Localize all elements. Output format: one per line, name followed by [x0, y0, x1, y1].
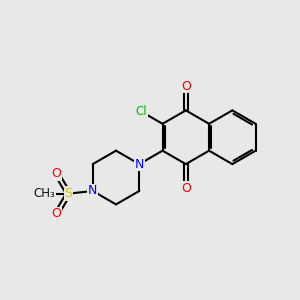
Text: O: O [52, 167, 61, 180]
Text: Cl: Cl [136, 105, 147, 118]
Text: CH₃: CH₃ [34, 187, 55, 200]
Text: O: O [181, 80, 191, 93]
Text: N: N [88, 184, 98, 197]
Text: O: O [52, 207, 61, 220]
Text: N: N [135, 158, 144, 171]
Text: O: O [181, 182, 191, 195]
Text: S: S [64, 187, 73, 200]
